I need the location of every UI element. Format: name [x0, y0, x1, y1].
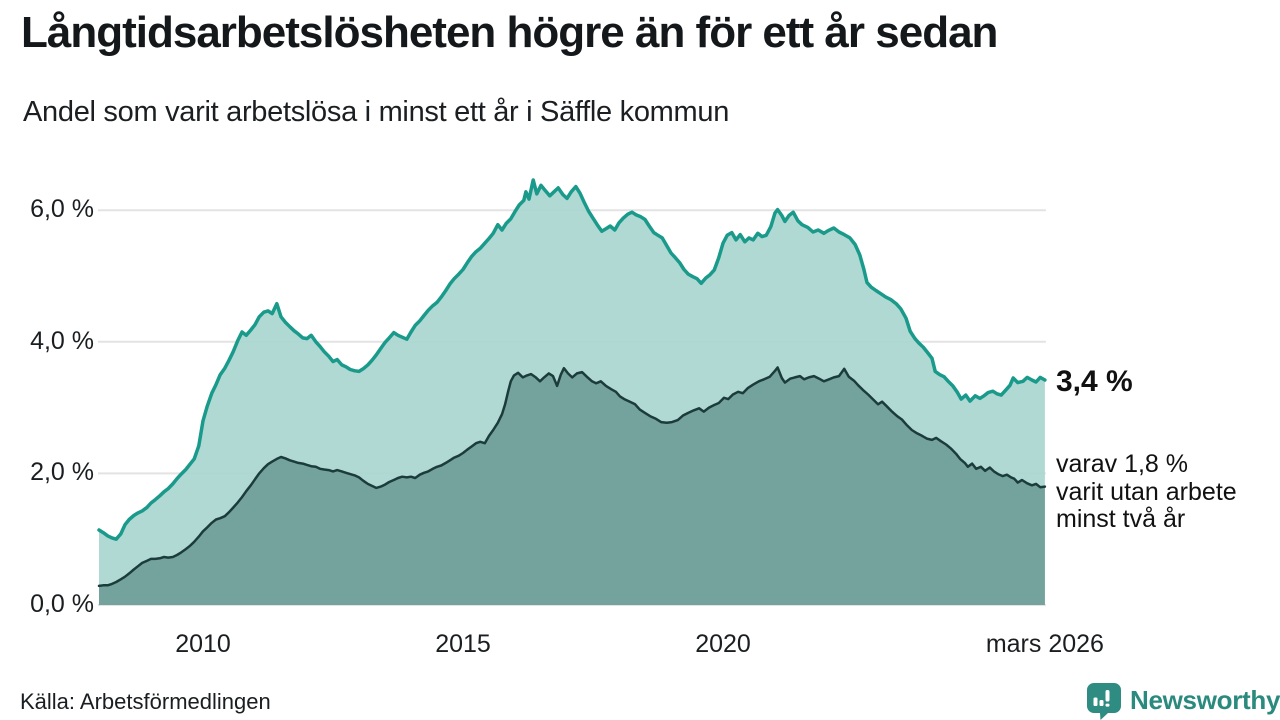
annotation-subset-line-2: varit utan arbete [1056, 477, 1237, 506]
source-credit: Källa: Arbetsförmedlingen [20, 689, 271, 714]
newsworthy-logo-link[interactable]: Newsworthy [1086, 682, 1280, 720]
x-tick-label: mars 2026 [985, 630, 1104, 658]
y-tick-label: 2,0 % [30, 458, 94, 487]
line-subset-two-years [97, 366, 1047, 588]
y-tick-label: 0,0 % [30, 590, 94, 618]
annotation-subset-value: varav 1,8 % varit utan arbete minst två … [1056, 450, 1237, 534]
newsworthy-speech-bubble-chart-icon [1087, 683, 1121, 720]
x-tick-label: 2015 [435, 630, 491, 658]
y-tick-label: 6,0 % [30, 195, 94, 224]
line-total-one-year [97, 178, 1047, 541]
annotation-subset-line-1: varav 1,8 % [1056, 450, 1189, 478]
x-tick-label: 2010 [175, 630, 231, 658]
y-tick-label: 4,0 % [30, 326, 94, 355]
annotation-latest-total-value: 3,4 % [1056, 365, 1133, 398]
page-title: Långtidsarbetslösheten högre än för ett … [21, 8, 998, 57]
x-tick-label: 2020 [695, 630, 751, 658]
annotation-subset-line-3: minst två år [1056, 505, 1186, 533]
area-subset-two-years [99, 367, 1045, 605]
newsworthy-logo-text: Newsworthy [1130, 685, 1280, 715]
page-subtitle: Andel som varit arbetslösa i minst ett å… [23, 96, 730, 128]
